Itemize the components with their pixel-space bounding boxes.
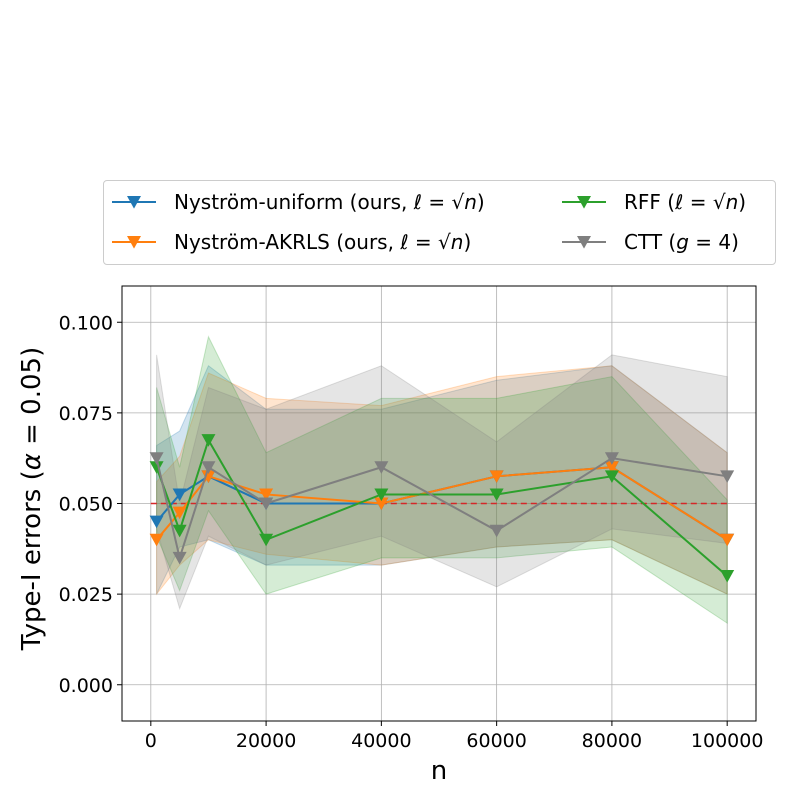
y-tick-label: 0.100 (59, 312, 113, 334)
data-point (149, 515, 164, 529)
data-point (720, 570, 735, 583)
data-point (374, 488, 389, 502)
data-point (201, 470, 216, 483)
data-point (201, 434, 216, 447)
data-point (149, 533, 164, 547)
data-point (720, 470, 735, 483)
legend-swatch (112, 196, 156, 209)
series-line (155, 457, 728, 562)
confidence-band (156, 335, 728, 625)
data-point (172, 488, 187, 502)
confidence-band (156, 365, 728, 596)
data-point (604, 461, 619, 474)
legend-swatch (562, 236, 606, 249)
data-point (489, 524, 504, 538)
legend-item-rff: RFF (ℓ = √n) (562, 185, 746, 219)
y-tick-label: 0.025 (59, 584, 113, 606)
data-point (172, 524, 187, 538)
axis-ticks: 0 20000 40000 60000 80000 100000 0.000 0.025 0.0… (59, 312, 764, 752)
confidence-bands (156, 335, 728, 625)
data-point (149, 452, 164, 465)
x-tick-label: 80000 (582, 730, 642, 752)
legend-label: Nyström-AKRLS (ours, ℓ = √n) (174, 230, 472, 254)
data-point (201, 461, 216, 474)
data-point (172, 551, 187, 565)
data-point (604, 470, 619, 483)
confidence-band (156, 364, 728, 595)
legend-label: Nyström-uniform (ours, ℓ = √n) (174, 190, 485, 214)
data-point (149, 461, 164, 474)
data-point (604, 452, 619, 465)
series-line (155, 466, 728, 541)
legend-label: CTT (g = 4) (624, 230, 739, 254)
y-axis-label: Type-I errors (α = 0.05) (17, 347, 47, 651)
x-tick-label: 40000 (351, 730, 411, 752)
legend: Nyström-uniform (ours, ℓ = √n) Nyström-AK… (103, 180, 776, 265)
y-tick-label: 0.000 (59, 675, 113, 697)
y-tick-label: 0.050 (59, 494, 113, 516)
data-point (172, 506, 187, 520)
data-point (489, 488, 504, 502)
data-point (720, 533, 735, 547)
x-axis-label: n (431, 756, 447, 786)
data-point (259, 488, 274, 502)
x-tick-label: 20000 (236, 730, 296, 752)
legend-item-nystrom-akrls: Nyström-AKRLS (ours, ℓ = √n) (112, 225, 471, 259)
legend-swatch (562, 196, 606, 209)
x-tick-label: 60000 (466, 730, 526, 752)
legend-swatch (112, 236, 156, 249)
legend-item-nystrom-uniform: Nyström-uniform (ours, ℓ = √n) (112, 185, 485, 219)
data-point (489, 470, 504, 483)
y-tick-label: 0.075 (59, 403, 113, 425)
data-point (374, 461, 389, 474)
data-point (259, 533, 274, 547)
series-line (155, 437, 728, 577)
data-point (374, 497, 389, 511)
x-tick-label: 0 (145, 730, 157, 752)
data-point (259, 497, 274, 511)
plot-frame (121, 285, 757, 722)
x-tick-label: 100000 (691, 730, 764, 752)
legend-label: RFF (ℓ = √n) (624, 190, 747, 214)
legend-item-ctt: CTT (g = 4) (562, 225, 739, 259)
series-lines (149, 434, 735, 583)
